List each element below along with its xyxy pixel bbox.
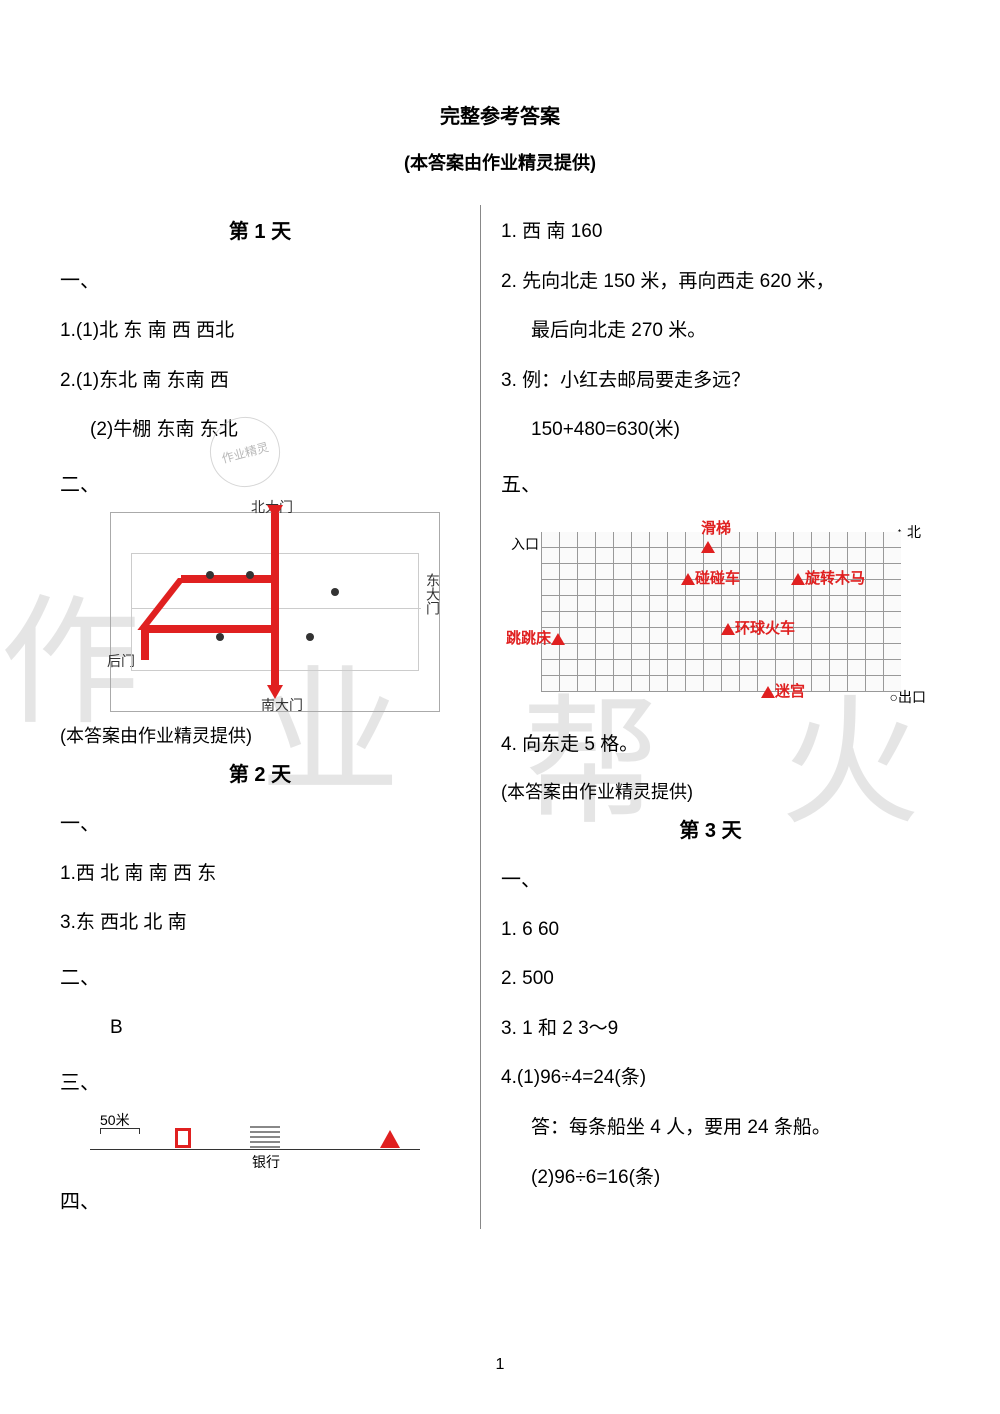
- page-header: 完整参考答案 (本答案由作业精灵提供): [60, 100, 940, 175]
- baseline: [90, 1149, 420, 1150]
- answer-line: 4. 向东走 5 格。: [501, 722, 920, 768]
- bumper-label: 碰碰车: [681, 567, 740, 588]
- day2-title: 第 2 天: [60, 758, 460, 787]
- day1-section1: 一、: [60, 264, 460, 293]
- scale-diagram: 50米 银行: [90, 1110, 420, 1170]
- answer-line: (2)96÷6=16(条): [501, 1155, 920, 1201]
- red-path-h2: [141, 625, 279, 633]
- map-dot: [246, 571, 254, 579]
- answer-line: 1. 西 南 160: [501, 209, 920, 255]
- triangle-icon: [701, 541, 715, 553]
- two-column-layout: 第 1 天 一、 1.(1)北 东 南 西 西北 2.(1)东北 南 东南 西 …: [60, 205, 940, 1229]
- red-path-h1: [181, 575, 279, 583]
- answer-line: 3.东 西北 北 南: [60, 900, 460, 946]
- carousel-label: 旋转木马: [791, 567, 865, 588]
- answer-line: B: [60, 1005, 460, 1051]
- trampoline-label: 跳跳床: [506, 627, 565, 648]
- page-number: 1: [496, 1356, 505, 1374]
- answer-line: 答：每条船坐 4 人，要用 24 条船。: [501, 1105, 920, 1151]
- map-dot: [206, 571, 214, 579]
- right-column: 1. 西 南 160 2. 先向北走 150 米，再向西走 620 米， 最后向…: [480, 205, 920, 1229]
- answer-line: 1.(1)北 东 南 西 西北: [60, 308, 460, 354]
- credit-line: (本答案由作业精灵提供): [501, 778, 920, 804]
- page-title: 完整参考答案: [60, 100, 940, 129]
- grid-map-diagram: 入口 ○ ↑ 北 ○出口 滑梯 碰碰车 旋转木马 跳跳床 环球火车 迷宫: [501, 512, 921, 712]
- bank-label: 银行: [252, 1152, 280, 1172]
- triangle-icon: [721, 623, 735, 635]
- map-diagram-1: 北大门 南大门 东大门 后门: [110, 512, 440, 712]
- credit-line: (本答案由作业精灵提供): [60, 722, 460, 748]
- section5: 五、: [501, 468, 920, 497]
- triangle-icon: [761, 686, 775, 698]
- east-gate-label: 东大门: [423, 573, 443, 615]
- answer-line: 4.(1)96÷4=24(条): [501, 1055, 920, 1101]
- day2-section2: 二、: [60, 961, 460, 990]
- slide-label: 滑梯: [701, 517, 731, 555]
- red-path-vertical: [271, 513, 279, 689]
- arrow-icon: [267, 685, 283, 699]
- answer-line: 1.西 北 南 南 西 东: [60, 851, 460, 897]
- answer-line: 1. 6 60: [501, 907, 920, 953]
- building-icon: [250, 1123, 280, 1148]
- answer-line: 2.(1)东北 南 东南 西: [60, 358, 460, 404]
- day2-section1: 一、: [60, 807, 460, 836]
- day3-title: 第 3 天: [501, 814, 920, 843]
- triangle-icon: [551, 633, 565, 645]
- map-dot: [306, 633, 314, 641]
- maze-label: 迷宫: [761, 680, 805, 701]
- map-dot: [331, 588, 339, 596]
- left-column: 第 1 天 一、 1.(1)北 东 南 西 西北 2.(1)东北 南 东南 西 …: [60, 205, 480, 1229]
- map-dot: [216, 633, 224, 641]
- train-label: 环球火车: [721, 617, 795, 638]
- day2-section4: 四、: [60, 1185, 460, 1214]
- red-path-v2: [141, 625, 149, 660]
- red-square-marker: [175, 1128, 191, 1148]
- page-subtitle: (本答案由作业精灵提供): [60, 149, 940, 175]
- answer-line: 3. 例：小红去邮局要走多远？: [501, 358, 920, 404]
- triangle-icon: [791, 573, 805, 585]
- answer-line: 2. 先向北走 150 米，再向西走 620 米，: [501, 259, 920, 305]
- triangle-icon: [681, 573, 695, 585]
- red-triangle-marker: [380, 1130, 400, 1148]
- day1-title: 第 1 天: [60, 215, 460, 244]
- arrow-icon: [267, 505, 283, 519]
- scale-label: 50米: [100, 1110, 130, 1130]
- day2-section3: 三、: [60, 1066, 460, 1095]
- answer-line: 2. 500: [501, 956, 920, 1002]
- day3-section1: 一、: [501, 863, 920, 892]
- grid-area: [541, 532, 901, 692]
- answer-line: 最后向北走 270 米。: [501, 308, 920, 354]
- answer-line: 150+480=630(米): [501, 407, 920, 453]
- answer-line: 3. 1 和 2 3～9: [501, 1006, 920, 1052]
